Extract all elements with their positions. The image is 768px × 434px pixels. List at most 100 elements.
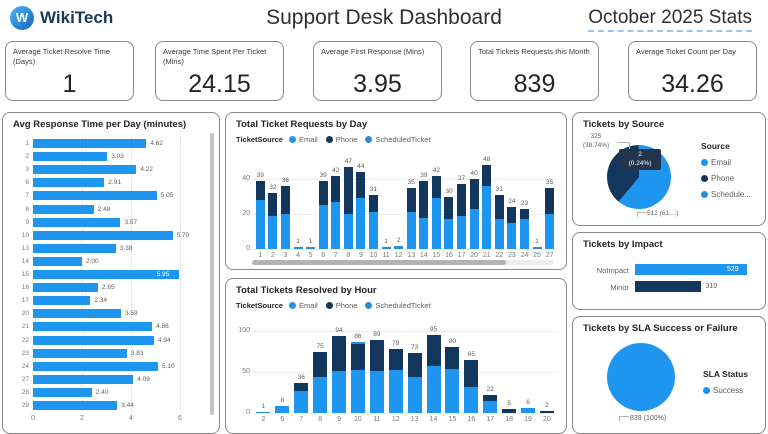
- bar-segment-phone[interactable]: [369, 194, 378, 213]
- bar-segment-email[interactable]: [521, 408, 536, 413]
- bar-segment-phone[interactable]: [483, 394, 498, 401]
- bar-segment-email[interactable]: [280, 214, 290, 249]
- legend-item-scheduledticket[interactable]: ScheduledTicket: [365, 301, 431, 310]
- bar-segment-email[interactable]: [494, 219, 504, 249]
- requests-by-day-chart-panel[interactable]: Total Ticket Requests by Day TicketSourc…: [225, 112, 567, 270]
- legend-item-scheduledticket[interactable]: ScheduledTicket: [365, 135, 431, 144]
- bar-segment-email[interactable]: [268, 215, 278, 249]
- bar-segment-email[interactable]: [507, 222, 517, 249]
- bar-segment-scheduled[interactable]: [293, 247, 303, 249]
- vertical-scrollbar[interactable]: [210, 133, 214, 415]
- bar-segment-phone[interactable]: [431, 175, 441, 199]
- avg-response-bar[interactable]: [33, 296, 91, 306]
- bar-segment-phone[interactable]: [369, 340, 384, 372]
- avg-response-bar[interactable]: [33, 178, 105, 188]
- legend-item-phone[interactable]: Phone: [701, 174, 751, 183]
- bar-segment-email[interactable]: [313, 376, 328, 413]
- bar-segment-phone[interactable]: [294, 383, 309, 391]
- avg-response-bar[interactable]: [33, 348, 127, 358]
- bar-segment-phone[interactable]: [255, 180, 265, 200]
- bar-segment-email[interactable]: [331, 201, 341, 249]
- bar-segment-phone[interactable]: [419, 180, 429, 218]
- avg-response-bar[interactable]: [33, 217, 121, 227]
- bar-segment-phone[interactable]: [350, 344, 365, 371]
- horizontal-scrollbar-track[interactable]: [252, 260, 554, 265]
- bar-segment-phone[interactable]: [268, 193, 278, 216]
- bar-segment-phone[interactable]: [494, 194, 504, 220]
- bar-segment-phone[interactable]: [469, 179, 479, 209]
- bar-segment-phone[interactable]: [407, 353, 422, 377]
- bar-segment-email[interactable]: [426, 366, 441, 413]
- avg-response-bar[interactable]: [33, 387, 92, 397]
- bar-segment-phone[interactable]: [445, 347, 460, 369]
- bar-segment-phone[interactable]: [507, 207, 517, 223]
- avg-response-bar[interactable]: [33, 309, 121, 319]
- legend-item-success[interactable]: Success: [703, 386, 748, 395]
- bar-segment-phone[interactable]: [280, 186, 290, 214]
- bar-segment-phone[interactable]: [464, 359, 479, 387]
- bar-segment-phone[interactable]: [406, 187, 416, 213]
- bar-segment-email[interactable]: [519, 219, 529, 249]
- avg-response-bar[interactable]: [33, 256, 82, 266]
- bar-segment-scheduled[interactable]: [394, 245, 404, 249]
- legend-item-scheduledticket[interactable]: Schedule...: [701, 190, 751, 199]
- bar-segment-email[interactable]: [318, 205, 328, 249]
- bar-segment-phone[interactable]: [356, 172, 366, 199]
- bar-segment-email[interactable]: [350, 370, 365, 413]
- tickets-by-sla-panel[interactable]: Tickets by SLA Success or Failure 839 (1…: [572, 316, 766, 434]
- horizontal-scrollbar-thumb[interactable]: [252, 260, 506, 265]
- bar-segment-email[interactable]: [343, 214, 353, 249]
- bar-segment-phone[interactable]: [343, 166, 353, 214]
- avg-response-bar[interactable]: [33, 165, 137, 175]
- bar-segment-phone[interactable]: [313, 351, 328, 377]
- bar-segment-phone[interactable]: [331, 175, 341, 202]
- avg-response-chart-panel[interactable]: Avg Response Time per Day (minutes) 1 4.6…: [2, 112, 220, 434]
- bar-segment-phone[interactable]: [318, 180, 328, 206]
- avg-response-bar[interactable]: [33, 283, 98, 293]
- resolved-by-hour-chart-panel[interactable]: Total Tickets Resolved by Hour TicketSou…: [225, 278, 567, 434]
- bar-segment-email[interactable]: [407, 376, 422, 413]
- impact-bar-minor[interactable]: [635, 281, 701, 292]
- bar-segment-email[interactable]: [419, 217, 429, 249]
- tickets-by-source-panel[interactable]: Tickets by Source 325 (38.74%) 2 (0.24%)…: [572, 112, 766, 226]
- bar-segment-email[interactable]: [483, 400, 498, 413]
- tickets-by-impact-panel[interactable]: Tickets by Impact NoImpact 529 Minor 310: [572, 232, 766, 310]
- bar-segment-email[interactable]: [369, 212, 378, 249]
- avg-response-bar[interactable]: [33, 361, 158, 371]
- bar-segment-email[interactable]: [388, 370, 403, 413]
- legend-item-phone[interactable]: Phone: [325, 301, 357, 310]
- avg-response-bar[interactable]: [33, 230, 173, 240]
- avg-response-bar[interactable]: [33, 322, 153, 332]
- bar-segment-phone[interactable]: [519, 208, 529, 220]
- bar-segment-scheduled[interactable]: [306, 247, 316, 249]
- bar-segment-scheduled[interactable]: [350, 342, 365, 345]
- bar-segment-email[interactable]: [482, 186, 492, 249]
- bar-segment-phone[interactable]: [482, 165, 492, 186]
- avg-response-bar[interactable]: [33, 152, 108, 162]
- bar-segment-email[interactable]: [464, 386, 479, 413]
- sla-pie-chart[interactable]: [607, 343, 675, 411]
- bar-segment-phone[interactable]: [388, 349, 403, 371]
- bar-segment-phone[interactable]: [426, 335, 441, 367]
- avg-response-bar[interactable]: [33, 374, 134, 384]
- bar-segment-email[interactable]: [406, 212, 416, 249]
- legend-item-email[interactable]: Email: [288, 135, 318, 144]
- bar-segment-email[interactable]: [294, 390, 309, 413]
- bar-segment-phone[interactable]: [332, 335, 347, 372]
- bar-segment-email[interactable]: [445, 368, 460, 413]
- bar-segment-phone[interactable]: [457, 184, 467, 216]
- bar-segment-email[interactable]: [469, 208, 479, 249]
- bar-segment-scheduled[interactable]: [381, 247, 391, 249]
- avg-response-bar[interactable]: [33, 335, 155, 345]
- legend-item-email[interactable]: Email: [288, 301, 318, 310]
- bar-segment-phone[interactable]: [545, 187, 555, 214]
- bar-segment-phone[interactable]: [444, 196, 454, 220]
- impact-bar-noimpact[interactable]: [635, 264, 747, 275]
- legend-item-phone[interactable]: Phone: [325, 135, 357, 144]
- avg-response-bar[interactable]: [33, 204, 94, 214]
- avg-response-bar[interactable]: [33, 243, 116, 253]
- avg-response-bar[interactable]: [33, 270, 179, 279]
- avg-response-bar[interactable]: [33, 139, 147, 148]
- avg-response-bar[interactable]: [33, 191, 157, 201]
- bar-segment-email[interactable]: [356, 198, 366, 249]
